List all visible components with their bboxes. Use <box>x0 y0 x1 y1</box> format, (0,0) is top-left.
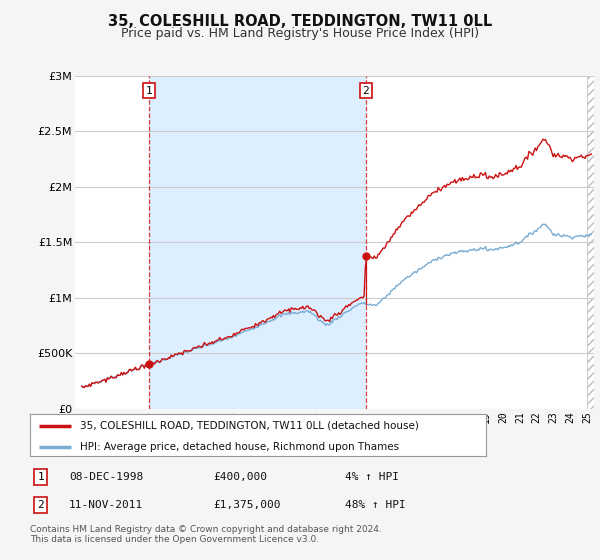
Text: £400,000: £400,000 <box>213 472 267 482</box>
Text: 11-NOV-2011: 11-NOV-2011 <box>69 500 143 510</box>
Text: 35, COLESHILL ROAD, TEDDINGTON, TW11 0LL: 35, COLESHILL ROAD, TEDDINGTON, TW11 0LL <box>108 14 492 29</box>
Text: 4% ↑ HPI: 4% ↑ HPI <box>345 472 399 482</box>
Text: 48% ↑ HPI: 48% ↑ HPI <box>345 500 406 510</box>
Text: HPI: Average price, detached house, Richmond upon Thames: HPI: Average price, detached house, Rich… <box>80 442 399 452</box>
Text: 2: 2 <box>362 86 369 96</box>
Bar <box>587 76 600 409</box>
Text: £1,375,000: £1,375,000 <box>213 500 281 510</box>
Text: 08-DEC-1998: 08-DEC-1998 <box>69 472 143 482</box>
Text: Price paid vs. HM Land Registry's House Price Index (HPI): Price paid vs. HM Land Registry's House … <box>121 27 479 40</box>
Text: 2: 2 <box>37 500 44 510</box>
Text: 1: 1 <box>37 472 44 482</box>
Text: Contains HM Land Registry data © Crown copyright and database right 2024.
This d: Contains HM Land Registry data © Crown c… <box>30 525 382 544</box>
Text: 35, COLESHILL ROAD, TEDDINGTON, TW11 0LL (detached house): 35, COLESHILL ROAD, TEDDINGTON, TW11 0LL… <box>80 421 419 431</box>
Bar <box>149 76 365 409</box>
Text: 1: 1 <box>146 86 152 96</box>
